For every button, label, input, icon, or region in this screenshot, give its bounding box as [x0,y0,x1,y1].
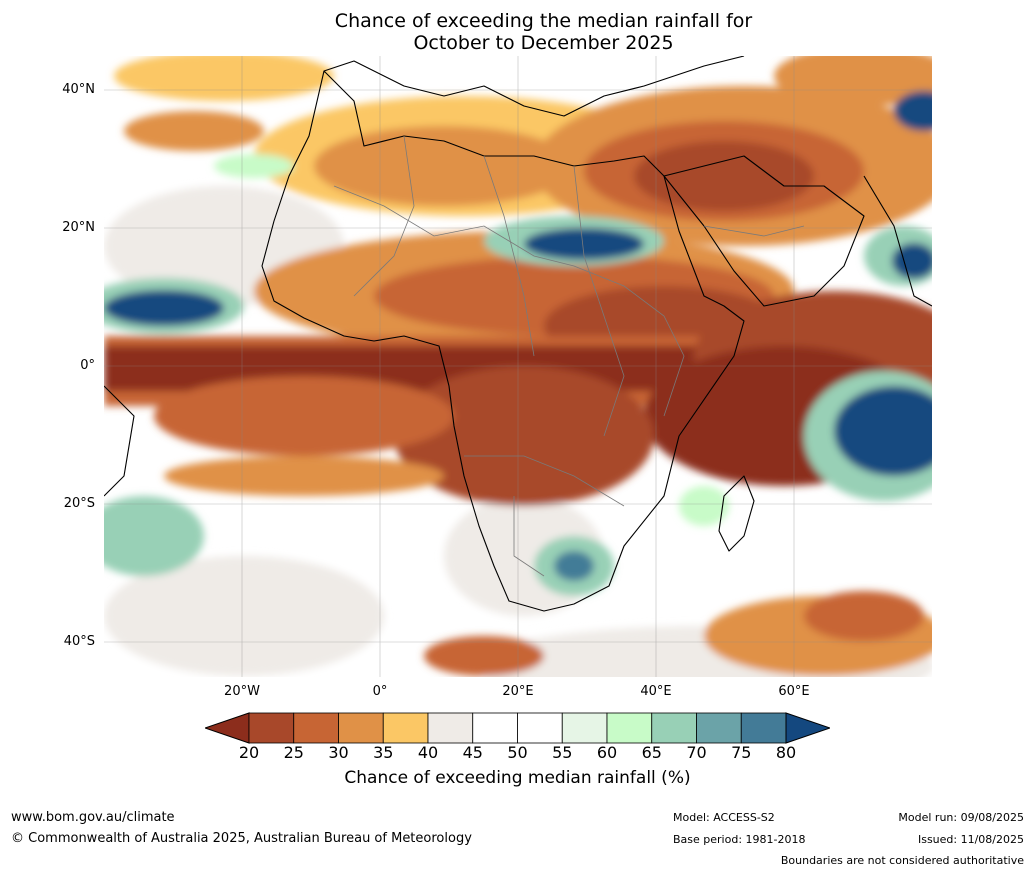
colorbar-tick-label: 40 [417,743,439,762]
colorbar-segment [382,712,429,744]
colorbar-tick-label: 30 [328,743,349,762]
colorbar-tick-label: 50 [507,743,528,762]
colorbar-tick-label: 25 [283,743,304,762]
colorbar-segment [338,712,384,744]
lon-label-40e: 40°E [640,684,672,699]
colorbar-segment [696,712,742,744]
graticule [104,56,932,677]
africa-coastline [261,70,745,612]
copyright-text: © Commonwealth of Australia 2025, Austra… [11,831,472,846]
coastlines [104,56,932,612]
colorbar-tick-label: 60 [596,743,618,762]
colorbar-segment [248,712,295,744]
lon-label-20w: 20°W [224,684,260,699]
website-link[interactable]: www.bom.gov.au/climate [11,810,175,825]
boundaries-disclaimer: Boundaries are not considered authoritat… [780,854,1024,867]
map-title-line-1: Chance of exceeding the median rainfall … [334,10,753,32]
country-borders [333,135,805,577]
madagascar-coastline [718,475,755,552]
colorbar-tick-label: 35 [373,743,394,762]
colorbar-segment [427,712,474,744]
colorbar-tick-label: 75 [731,743,752,762]
colorbar-tick-label: 20 [238,743,260,762]
colorbar-tick-label: 70 [686,743,707,762]
lon-label-0: 0° [372,684,388,699]
lat-label-40n: 40°N [62,82,95,97]
colorbar-segment [606,712,653,744]
colorbar-tick-label: 80 [775,743,797,762]
colorbar-arrow-low [205,712,250,744]
colorbar-tick-label: 55 [552,743,573,762]
probability-field [104,56,932,677]
colorbar-segment [561,712,608,744]
colorbar-tick-label: 65 [641,743,662,762]
issued-date: Issued: 11/08/2025 [917,833,1024,846]
map-canvas [104,56,932,677]
arabia-coastline [663,155,865,307]
europe-coastline [323,56,745,117]
model-name: Model: ACCESS-S2 [673,811,775,824]
lat-label-20s: 20°S [63,496,95,511]
india-coastline [863,175,932,307]
lat-label-20n: 20°N [62,220,95,235]
south-america-coastline [104,385,135,497]
colorbar-tick-label: 45 [462,743,483,762]
colorbar-label: Chance of exceeding median rainfall (%) [344,768,691,788]
lon-label-60e: 60°E [778,684,810,699]
rainfall-probability-map [104,56,932,677]
colorbar [205,712,830,744]
colorbar-segment [740,712,787,744]
colorbar-segment [293,712,339,744]
colorbar-segment [651,712,697,744]
colorbar-arrow-high [785,712,830,744]
model-run-date: Model run: 09/08/2025 [898,811,1024,824]
base-period: Base period: 1981-2018 [673,833,806,846]
lat-label-40s: 40°S [63,634,95,649]
map-title-line-2: October to December 2025 [413,32,674,54]
colorbar-segment [517,712,563,744]
lon-label-20e: 20°E [502,684,534,699]
colorbar-segment [472,712,518,744]
map-title: Chance of exceeding the median rainfall … [0,10,1035,54]
lat-label-0: 0° [80,358,95,373]
